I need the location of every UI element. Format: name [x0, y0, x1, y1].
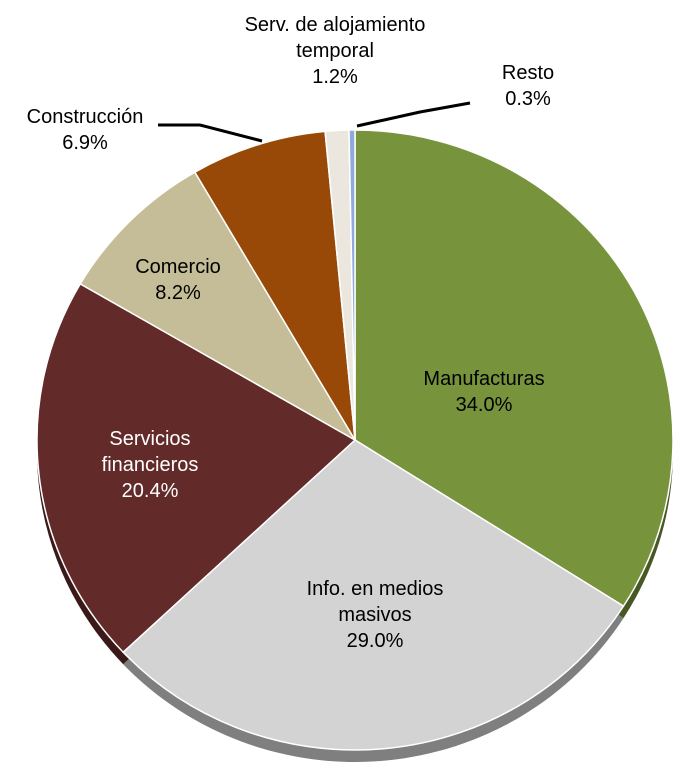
- value-label: 29.0%: [346, 630, 404, 652]
- slice-label: Serv. de alojamiento temporal 1.2%: [205, 12, 465, 90]
- slice: [122, 439, 625, 751]
- slice-label: Comercio 8.2%: [113, 254, 243, 306]
- category-name: Manufacturas: [423, 368, 545, 390]
- leader-line: [356, 101, 471, 128]
- category-name: Servicios financieros: [101, 428, 199, 476]
- category-name: Comercio: [135, 256, 221, 278]
- slice: [193, 130, 356, 441]
- slice: [354, 129, 674, 608]
- slice-label: Info. en medios masivos 29.0%: [275, 576, 475, 654]
- slice: [79, 171, 358, 443]
- category-name: Serv. de alojamiento temporal: [244, 14, 426, 62]
- category-name: Resto: [501, 62, 555, 84]
- value-label: 6.9%: [62, 132, 108, 154]
- value-label: 8.2%: [155, 282, 201, 304]
- value-label: 20.4%: [121, 480, 179, 502]
- value-label: 0.3%: [505, 88, 551, 110]
- category-name: Info. en medios masivos: [306, 578, 444, 626]
- value-label: 1.2%: [312, 66, 358, 88]
- slice-label: Manufacturas 34.0%: [384, 366, 584, 418]
- slice: [36, 282, 357, 654]
- leader-line: [158, 123, 263, 143]
- slice-label: Resto 0.3%: [478, 60, 578, 112]
- value-label: 34.0%: [455, 394, 513, 416]
- slice-label: Construcción 6.9%: [0, 104, 170, 156]
- category-name: Construcción: [26, 106, 144, 128]
- slice-label: Servicios financieros 20.4%: [85, 426, 215, 504]
- slice: [348, 129, 356, 441]
